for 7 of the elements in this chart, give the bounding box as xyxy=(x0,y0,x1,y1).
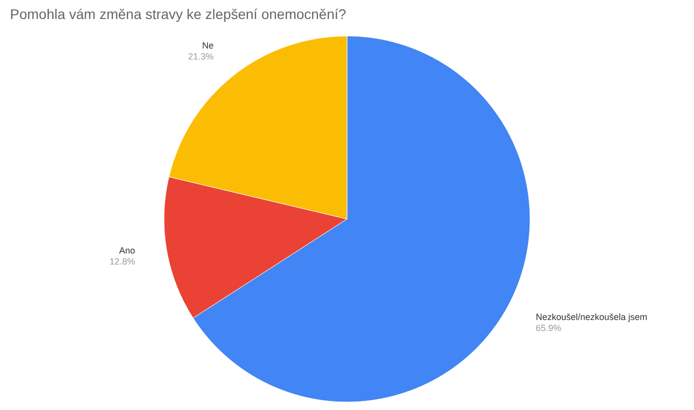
data-label: 21.3% xyxy=(188,51,214,62)
slice-label: Ano xyxy=(119,245,136,256)
chart-title: Pomohla vám změna stravy ke zlepšení onemocnění? xyxy=(10,6,346,22)
slice-label: Ne xyxy=(202,40,214,50)
data-label: 12.8% xyxy=(110,256,136,266)
slice-label: Nezkoušel/nezkoušela jsem xyxy=(536,312,648,322)
data-label: 65.9% xyxy=(536,322,562,333)
